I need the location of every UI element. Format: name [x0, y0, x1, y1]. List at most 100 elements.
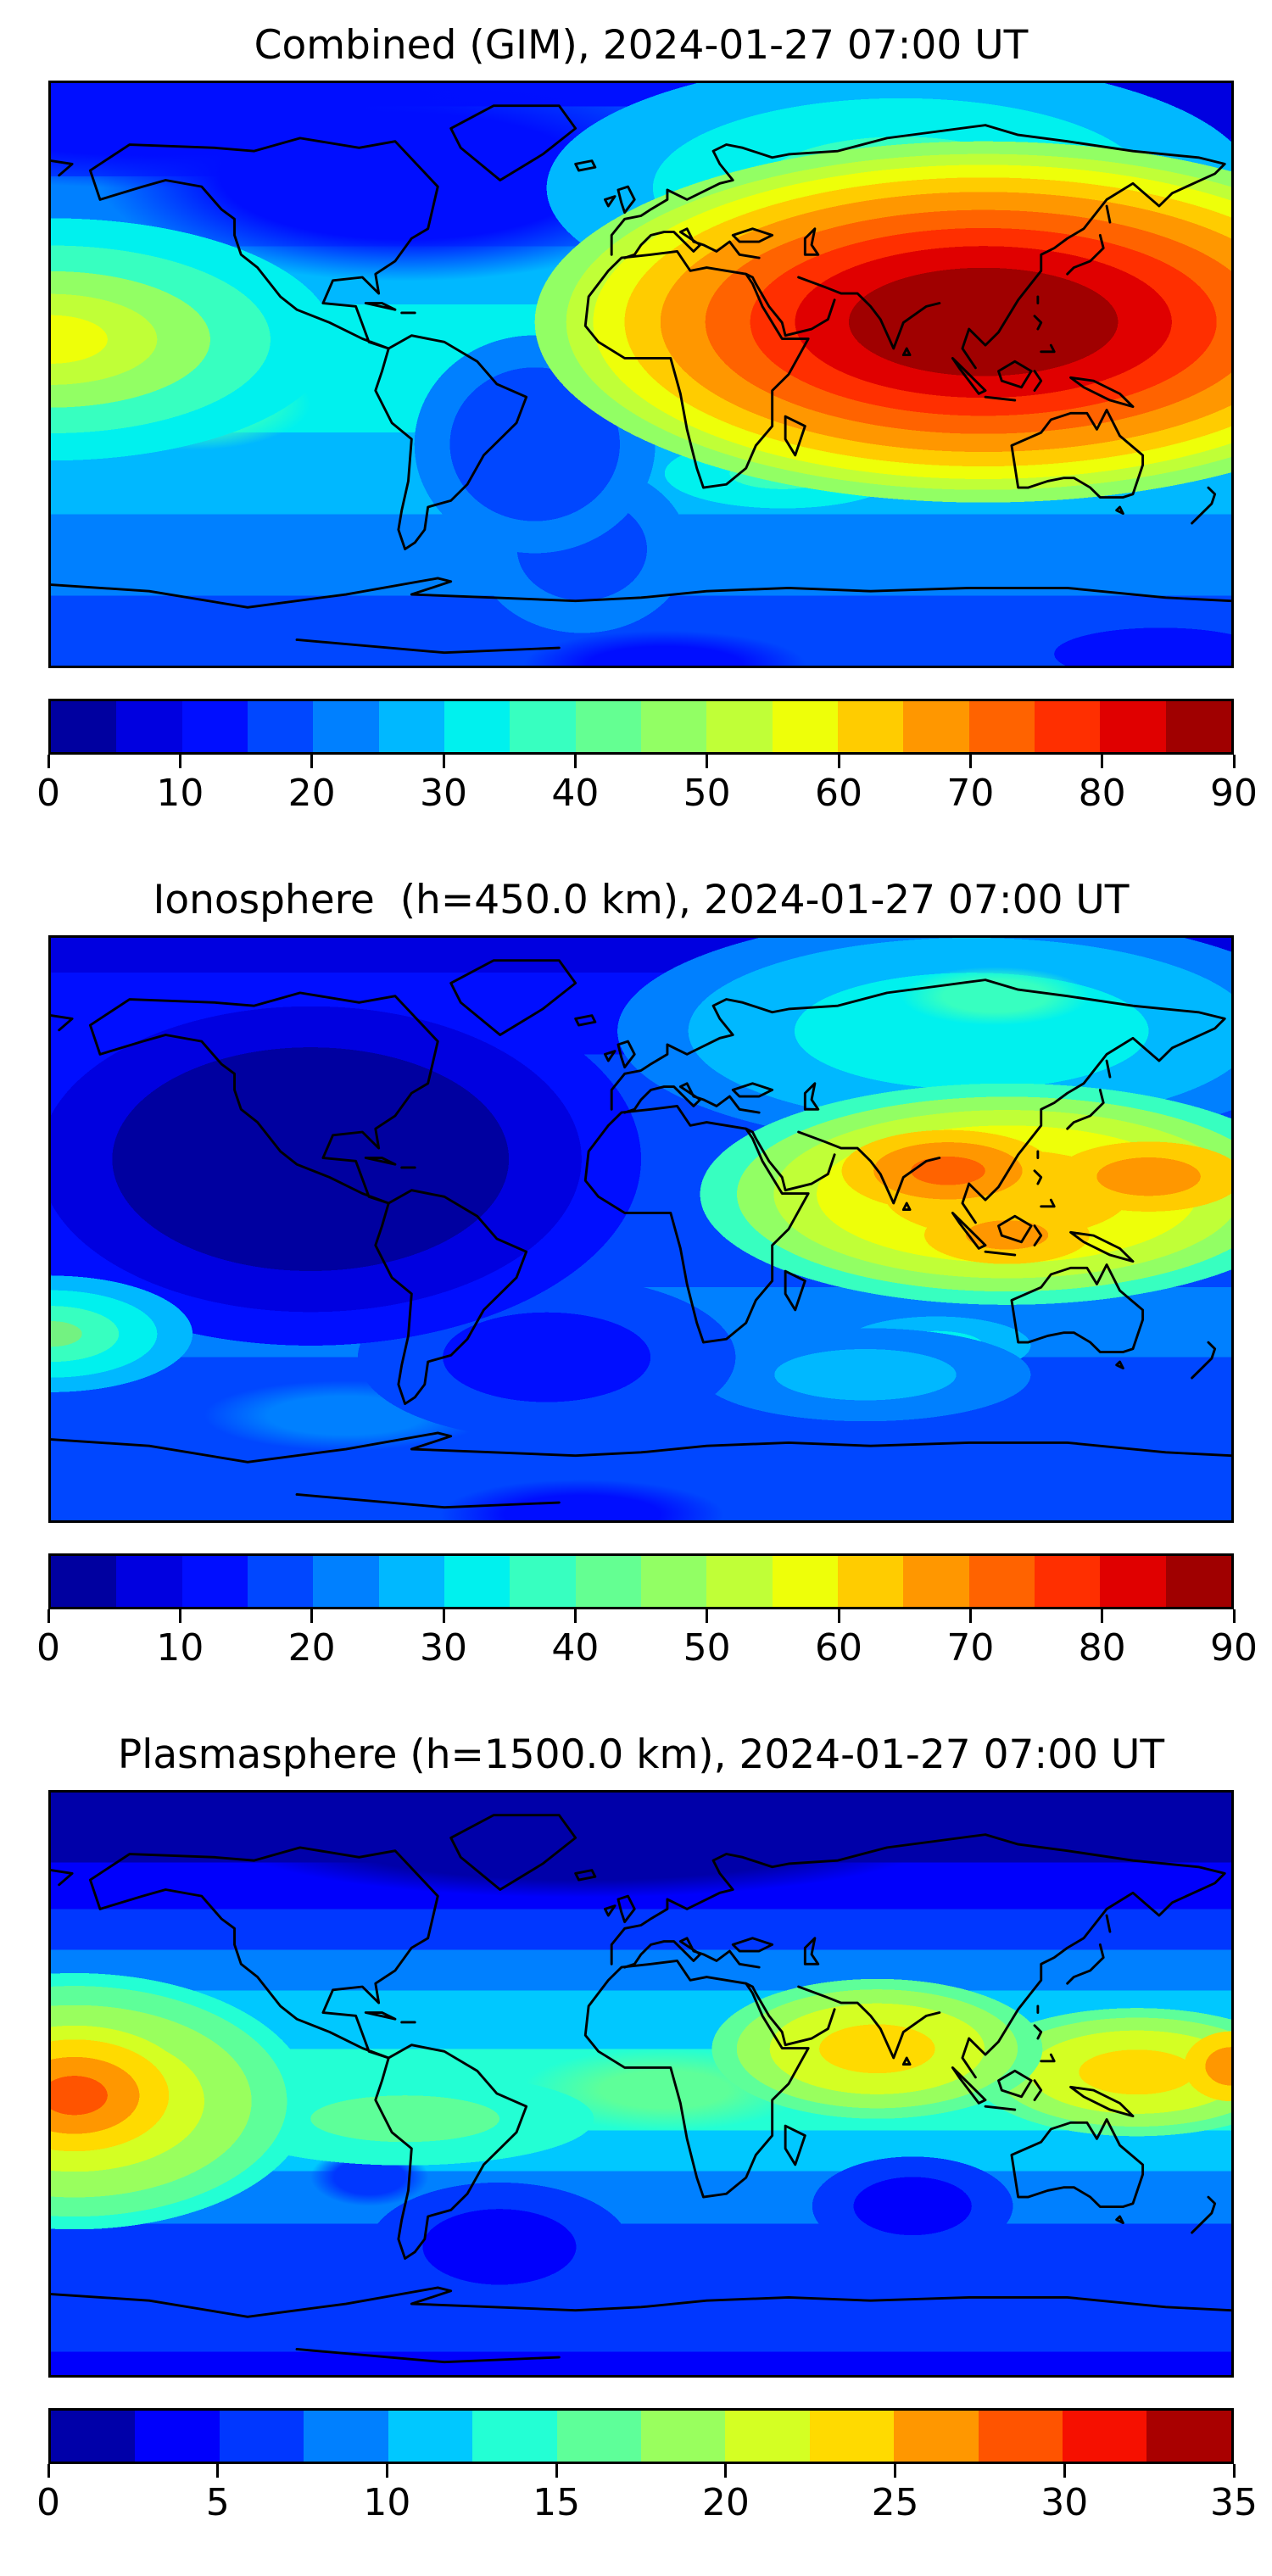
colorbar-tick: 90 — [1210, 755, 1258, 818]
colorbar-tick: 90 — [1210, 1609, 1258, 1673]
colorbar-segment — [1100, 1556, 1166, 1607]
colorbar-segment — [51, 701, 117, 752]
tick-label: 90 — [1210, 772, 1258, 815]
colorbar-ionosphere: 0 10 20 30 40 50 60 70 80 90 — [36, 1553, 1258, 1703]
colorbar-segment — [556, 2411, 641, 2462]
tick-label: 70 — [946, 1626, 995, 1670]
colorbar-segment — [247, 1556, 314, 1607]
tick-label: 40 — [551, 1626, 600, 1670]
colorbar-tick: 80 — [1079, 755, 1126, 818]
colorbar-tick: 40 — [551, 755, 599, 818]
colorbar-tick: 5 — [206, 2464, 230, 2528]
panel-title-plasmasphere: Plasmasphere (h=1500.0 km), 2024-01-27 0… — [117, 1731, 1165, 1778]
colorbar-segment — [1034, 1556, 1101, 1607]
colorbar-segment — [51, 2411, 136, 2462]
tec-contour-field-plasmasphere — [51, 1793, 1231, 2375]
tick-mark — [442, 1609, 445, 1623]
tick-label: 10 — [156, 1626, 204, 1670]
colorbar-segment — [313, 1556, 379, 1607]
colorbar-segment — [837, 1556, 904, 1607]
tick-label: 60 — [815, 772, 862, 815]
tick-mark — [47, 755, 50, 768]
colorbar-swatches — [48, 1553, 1234, 1609]
tick-label: 30 — [420, 772, 467, 815]
colorbar-tick: 20 — [702, 2464, 750, 2528]
tick-label: 10 — [156, 772, 204, 815]
panel-title-ionosphere: Ionosphere (h=450.0 km), 2024-01-27 07:0… — [153, 877, 1130, 923]
colorbar-segment — [247, 701, 314, 752]
colorbar-tick: 50 — [683, 1609, 731, 1673]
tick-mark — [894, 2464, 897, 2478]
tick-mark — [178, 755, 181, 768]
colorbar-segment — [1165, 701, 1231, 752]
tick-label: 80 — [1078, 772, 1126, 815]
tick-mark — [837, 1609, 840, 1623]
colorbar-tick: 0 — [36, 755, 60, 818]
colorbar-segment — [978, 2411, 1063, 2462]
tec-contour-field-ionosphere — [51, 938, 1231, 1520]
tick-mark — [968, 1609, 972, 1623]
map-ionosphere — [48, 935, 1234, 1523]
tick-mark — [968, 755, 972, 768]
tick-label: 50 — [683, 772, 731, 815]
tick-mark — [310, 755, 314, 768]
colorbar-segment — [968, 1556, 1035, 1607]
colorbar-axis: 0 5 10 15 20 25 30 35 — [36, 2464, 1258, 2557]
tick-mark — [573, 1609, 577, 1623]
colorbar-segment — [575, 1556, 641, 1607]
colorbar-segment — [444, 1556, 510, 1607]
colorbar-tick: 15 — [533, 2464, 580, 2528]
colorbar-tick: 10 — [156, 1609, 204, 1673]
colorbar-plasmasphere: 0 5 10 15 20 25 30 35 — [36, 2408, 1258, 2557]
colorbar-segment — [444, 701, 510, 752]
colorbar-swatches — [48, 2408, 1234, 2464]
colorbar-segment — [1146, 2411, 1231, 2462]
colorbar-segment — [181, 1556, 248, 1607]
tick-label: 25 — [871, 2481, 919, 2524]
colorbar-segment — [313, 701, 379, 752]
colorbar-tick: 35 — [1210, 2464, 1258, 2528]
colorbar-segment — [51, 1556, 117, 1607]
tick-mark — [706, 1609, 709, 1623]
tick-label: 20 — [287, 1626, 336, 1670]
panel-combined-gim: Combined (GIM), 2024-01-27 07:00 UT 0 10 2… — [36, 12, 1258, 848]
colorbar-tick: 10 — [156, 755, 204, 818]
colorbar-segment — [837, 701, 904, 752]
tick-mark — [573, 755, 577, 768]
panel-plasmasphere: Plasmasphere (h=1500.0 km), 2024-01-27 0… — [36, 1721, 1258, 2557]
tick-mark — [837, 755, 840, 768]
colorbar-segment — [968, 701, 1035, 752]
tick-mark — [1063, 2464, 1066, 2478]
colorbar-tick: 0 — [36, 1609, 60, 1673]
colorbar-segment — [640, 2411, 726, 2462]
tick-label: 30 — [1040, 2481, 1089, 2524]
colorbar-segment — [388, 2411, 473, 2462]
colorbar-tick: 25 — [872, 2464, 919, 2528]
colorbar-segment — [706, 701, 773, 752]
colorbar-segment — [378, 701, 444, 752]
tick-mark — [442, 755, 445, 768]
tick-mark — [724, 2464, 728, 2478]
tick-mark — [385, 2464, 388, 2478]
colorbar-segment — [706, 1556, 773, 1607]
tick-label: 80 — [1078, 1626, 1126, 1670]
tick-mark — [1101, 755, 1104, 768]
tick-mark — [178, 1609, 181, 1623]
colorbar-tick: 0 — [36, 2464, 60, 2528]
world-coastlines-icon — [51, 1814, 1231, 2364]
colorbar-tick: 70 — [946, 1609, 994, 1673]
tick-label: 20 — [701, 2481, 750, 2524]
colorbar-tick: 10 — [363, 2464, 410, 2528]
panel-title-combined: Combined (GIM), 2024-01-27 07:00 UT — [254, 22, 1029, 69]
tick-label: 0 — [36, 2481, 60, 2524]
tick-label: 0 — [36, 772, 60, 815]
tick-mark — [706, 755, 709, 768]
colorbar-tick: 40 — [551, 1609, 599, 1673]
tick-mark — [47, 2464, 50, 2478]
colorbar-swatches — [48, 699, 1234, 755]
colorbar-segment — [725, 2411, 810, 2462]
colorbar-segment — [894, 2411, 979, 2462]
world-coastlines-icon — [51, 959, 1231, 1509]
colorbar-segment — [1063, 2411, 1147, 2462]
tick-label: 15 — [533, 2481, 581, 2524]
